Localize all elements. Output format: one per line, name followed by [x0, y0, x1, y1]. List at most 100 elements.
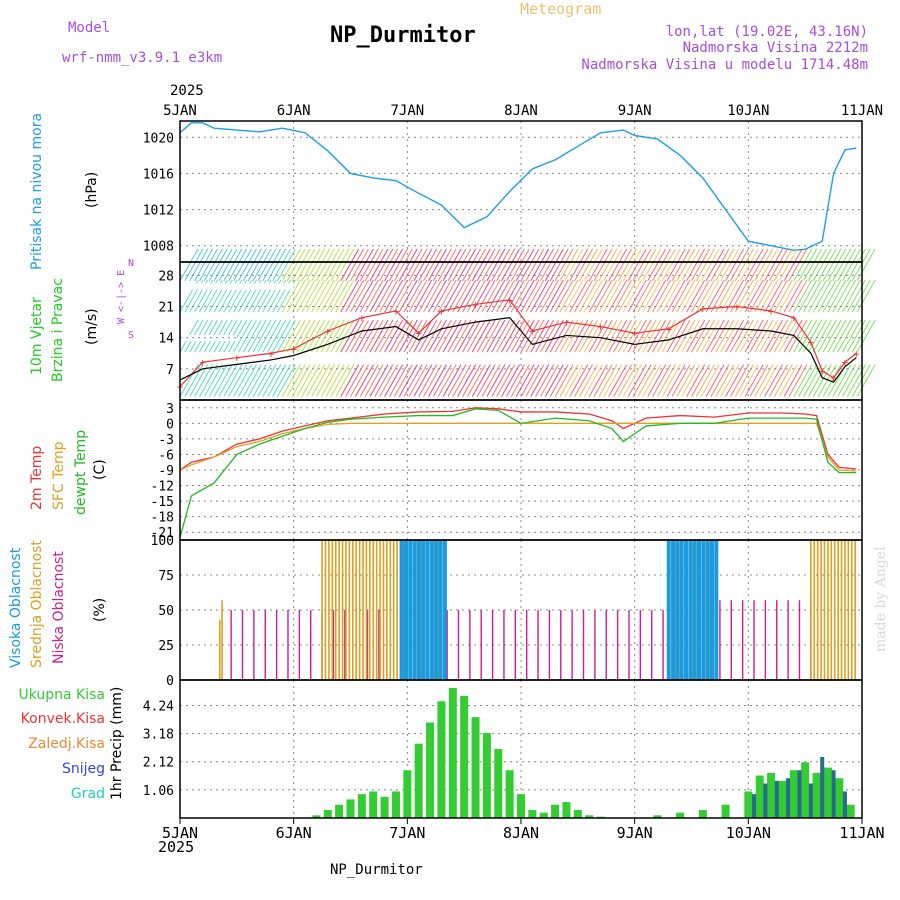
wind-barb	[213, 364, 233, 397]
wind-barb	[593, 248, 613, 282]
wind-barb	[184, 248, 204, 282]
wind-barb	[486, 248, 506, 282]
day-label-bottom: 6JAN	[276, 824, 312, 842]
wind-barb	[637, 279, 657, 313]
wind-barb	[817, 364, 837, 397]
wind-barb	[695, 279, 715, 313]
wind-barb	[481, 279, 501, 313]
wind-barb	[695, 248, 715, 282]
wind-barb	[710, 279, 730, 313]
wind-barb	[257, 319, 277, 353]
precip-snow-bar	[797, 770, 802, 818]
wind-gust-marker: +	[790, 312, 797, 325]
precip-tick-label: 1.06	[143, 784, 174, 799]
wind-barb	[233, 248, 253, 282]
wind-barb	[520, 319, 540, 353]
wind-barb	[632, 248, 652, 282]
wind-barb	[272, 364, 291, 397]
precip-total-bar	[335, 804, 344, 818]
wind-barb	[306, 319, 326, 353]
wind-barb	[476, 248, 496, 282]
wind-barb	[481, 248, 501, 282]
wind-barb	[603, 319, 623, 353]
wind-barb	[267, 248, 287, 282]
wind-barb	[681, 279, 701, 313]
precip-total-bar	[346, 799, 355, 818]
wind-gust-marker: +	[359, 312, 366, 325]
wind-barb	[598, 319, 618, 353]
wind-barb	[354, 248, 374, 282]
wind-barb	[223, 248, 243, 282]
wind-barb	[798, 319, 818, 353]
wind-gust-marker: +	[853, 347, 860, 360]
wind-barb	[384, 279, 404, 313]
wind-barb	[257, 364, 277, 397]
wind-barb	[350, 319, 369, 353]
wind-barb	[238, 364, 257, 397]
wind-barb	[252, 364, 272, 397]
wind-barb	[656, 364, 676, 397]
wind-barb	[837, 248, 857, 282]
wind-barb	[330, 364, 350, 397]
wind-barb	[350, 248, 369, 282]
wind-barb	[437, 319, 457, 353]
wind-barb	[462, 364, 481, 397]
precip-total-bar	[653, 815, 662, 818]
wind-barb	[238, 319, 257, 353]
wind-barb	[330, 279, 350, 313]
wind-barb	[520, 364, 540, 397]
wind-barb	[291, 248, 311, 282]
wind-barb	[812, 248, 832, 282]
wind-barb	[486, 279, 506, 313]
wind-barb	[773, 319, 793, 353]
wind-barb	[842, 248, 861, 282]
wind-barb	[389, 364, 408, 397]
wind-barb	[725, 319, 745, 353]
wind-barb	[812, 319, 832, 353]
temp-tick-label: -12	[151, 480, 174, 495]
wind-barb	[447, 364, 467, 397]
wind-barb	[691, 319, 710, 353]
wind-barb	[418, 248, 438, 282]
wind-barb	[603, 364, 623, 397]
wind-barb	[720, 248, 740, 282]
wind-barb	[827, 279, 847, 313]
wind-barb	[491, 364, 511, 397]
wind-barb	[700, 248, 720, 282]
wind-barb	[676, 279, 696, 313]
wind-barb	[354, 279, 374, 313]
wind-barb	[535, 364, 555, 397]
wind-barb	[335, 279, 355, 313]
wind-barb	[311, 248, 330, 282]
wind-barb	[691, 279, 710, 313]
wind-barb	[286, 248, 306, 282]
wind-barb	[812, 279, 832, 313]
wind-barb	[856, 248, 876, 282]
wind-barb	[281, 364, 301, 397]
wind-barb	[827, 248, 847, 282]
wind-gust-marker: +	[734, 301, 741, 314]
precip-snow-bar	[786, 778, 791, 818]
wind-gust-marker: +	[842, 356, 849, 369]
wind-barb	[359, 364, 379, 397]
precip-snow-bar	[752, 794, 757, 818]
wind-barb	[247, 248, 267, 282]
wind-barb	[452, 319, 472, 353]
wind-barb	[306, 279, 326, 313]
day-label-bottom: 10JAN	[726, 824, 771, 842]
wind-barb	[428, 364, 447, 397]
wind-barb	[320, 248, 340, 282]
wind-barb	[549, 364, 569, 397]
precip-total-bar	[471, 717, 480, 818]
wind-barb	[296, 248, 316, 282]
wind-tick-label: 28	[158, 269, 174, 284]
wind-barb	[681, 319, 701, 353]
wind-barb	[793, 279, 813, 313]
wind-barb	[798, 248, 818, 282]
wind-barb	[720, 319, 740, 353]
wind-barb	[403, 279, 423, 313]
wind-barb	[803, 319, 822, 353]
precip-total-bar	[403, 770, 412, 818]
wind-barb	[627, 248, 647, 282]
wind-barb	[374, 319, 394, 353]
